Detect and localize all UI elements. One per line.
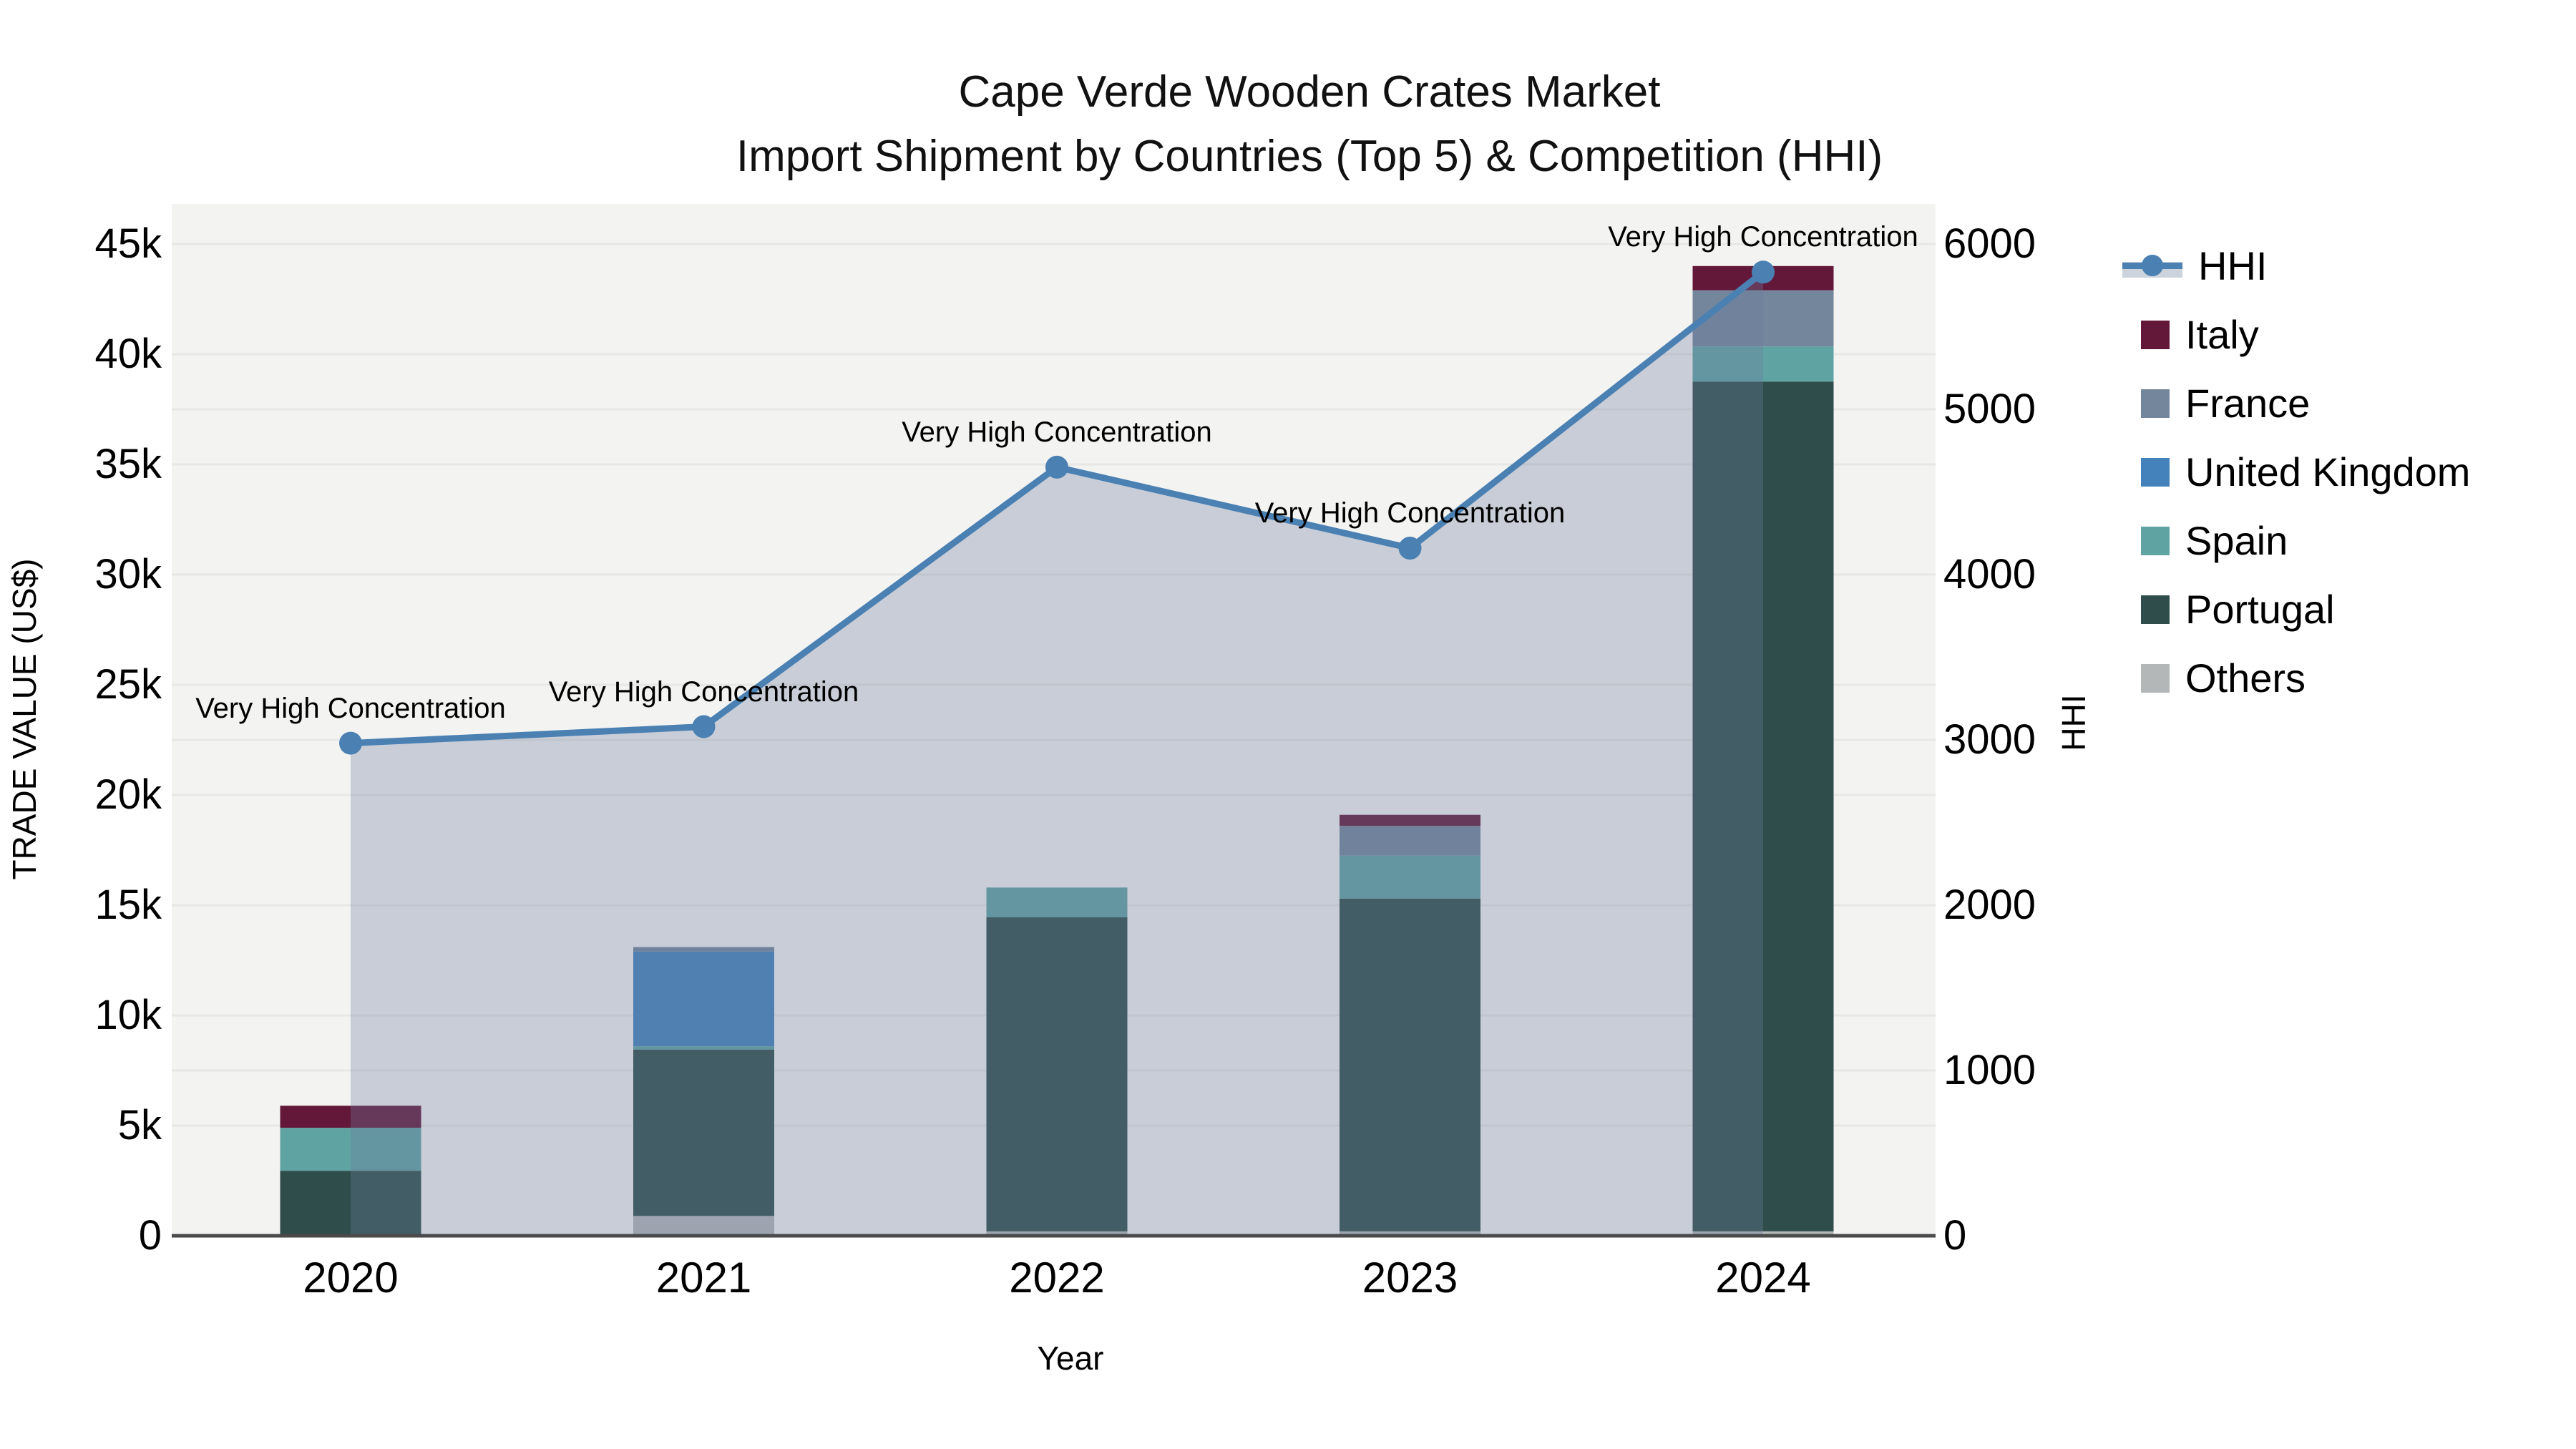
bar-segment-italy-2020[interactable] bbox=[280, 1106, 421, 1128]
bar-segment-portugal-2020[interactable] bbox=[280, 1171, 421, 1236]
y-left-tick-45k: 45k bbox=[94, 220, 162, 267]
bar-segment-france-2024[interactable] bbox=[1692, 290, 1834, 347]
annotation-2020: Very High Concentration bbox=[195, 692, 506, 724]
y-left-tick-0: 0 bbox=[138, 1212, 162, 1259]
y-right-tick-5000: 5000 bbox=[1943, 386, 2036, 432]
color-swatch-icon bbox=[2141, 527, 2170, 555]
color-swatch-icon bbox=[2141, 458, 2170, 487]
x-tick-2024: 2024 bbox=[1715, 1254, 1811, 1302]
y-right-tick-6000: 6000 bbox=[1943, 220, 2036, 267]
legend-label: HHI bbox=[2198, 243, 2268, 288]
annotation-2022: Very High Concentration bbox=[902, 416, 1212, 448]
legend-item-france[interactable]: France bbox=[2122, 369, 2470, 438]
hhi-marker-2024[interactable] bbox=[1752, 260, 1775, 284]
legend-label: France bbox=[2185, 381, 2311, 426]
color-swatch-icon bbox=[2141, 595, 2170, 624]
hhi-marker-2022[interactable] bbox=[1045, 455, 1068, 479]
y-right-tick-0: 0 bbox=[1943, 1212, 1967, 1259]
bar-segment-united-kingdom-2021[interactable] bbox=[633, 951, 774, 1047]
color-swatch-icon bbox=[2141, 664, 2170, 693]
x-tick-2023: 2023 bbox=[1362, 1254, 1458, 1302]
bar-segment-portugal-2024[interactable] bbox=[1692, 381, 1834, 1231]
legend-item-italy[interactable]: Italy bbox=[2122, 301, 2470, 369]
y-left-tick-20k: 20k bbox=[94, 771, 162, 818]
x-tick-2020: 2020 bbox=[303, 1254, 399, 1302]
y-right-tick-3000: 3000 bbox=[1943, 716, 2036, 763]
y-left-tick-35k: 35k bbox=[94, 441, 162, 487]
hhi-marker-2021[interactable] bbox=[692, 715, 716, 738]
legend-item-others[interactable]: Others bbox=[2122, 644, 2470, 713]
x-tick-2021: 2021 bbox=[655, 1254, 752, 1302]
color-swatch-icon bbox=[2141, 321, 2170, 349]
bar-segment-others-2022[interactable] bbox=[986, 1231, 1128, 1236]
bar-segment-spain-2023[interactable] bbox=[1340, 855, 1480, 899]
y-left-tick-30k: 30k bbox=[94, 551, 162, 597]
legend-label: United Kingdom bbox=[2185, 449, 2471, 494]
legend-label: Portugal bbox=[2185, 587, 2335, 632]
legend-item-spain[interactable]: Spain bbox=[2122, 507, 2470, 575]
legend: HHI Italy France United Kingdom Spain Portuga… bbox=[2122, 232, 2470, 713]
bar-segment-spain-2024[interactable] bbox=[1692, 346, 1834, 382]
legend-item-hhi[interactable]: HHI bbox=[2122, 232, 2470, 301]
y-right-axis-title: HHI bbox=[2055, 694, 2092, 751]
hhi-area-fill[interactable] bbox=[351, 272, 1763, 1236]
legend-label: Spain bbox=[2185, 518, 2288, 563]
y-left-tick-25k: 25k bbox=[94, 661, 162, 708]
chart-title-line1: Cape Verde Wooden Crates Market bbox=[958, 67, 1661, 117]
bar-segment-portugal-2021[interactable] bbox=[633, 1049, 774, 1216]
hhi-marker-2023[interactable] bbox=[1398, 537, 1422, 560]
bar-segment-portugal-2022[interactable] bbox=[986, 917, 1128, 1231]
bar-segment-france-2023[interactable] bbox=[1340, 826, 1480, 856]
chart-title-line2: Import Shipment by Countries (Top 5) & C… bbox=[736, 132, 1883, 181]
y-left-tick-15k: 15k bbox=[94, 882, 162, 928]
bar-segment-italy-2023[interactable] bbox=[1340, 814, 1480, 826]
annotation-2024: Very High Concentration bbox=[1608, 221, 1918, 253]
annotation-2021: Very High Concentration bbox=[548, 675, 859, 708]
bar-segment-others-2023[interactable] bbox=[1340, 1231, 1480, 1236]
bar-segment-france-2021[interactable] bbox=[633, 947, 774, 952]
bar-segment-spain-2020[interactable] bbox=[280, 1128, 421, 1171]
legend-label: Others bbox=[2185, 655, 2306, 701]
bar-segment-spain-2021[interactable] bbox=[633, 1046, 774, 1050]
y-right-tick-1000: 1000 bbox=[1943, 1047, 2036, 1093]
hhi-line-swatch-icon bbox=[2122, 250, 2182, 282]
y-left-axis-title: TRADE VALUE (US$) bbox=[6, 558, 43, 880]
y-left-tick-10k: 10k bbox=[94, 992, 162, 1038]
x-tick-2022: 2022 bbox=[1009, 1254, 1105, 1302]
y-left-tick-5k: 5k bbox=[117, 1102, 162, 1148]
legend-item-united-kingdom[interactable]: United Kingdom bbox=[2122, 438, 2470, 507]
y-left-tick-40k: 40k bbox=[94, 331, 162, 377]
y-right-tick-4000: 4000 bbox=[1943, 551, 2036, 597]
color-swatch-icon bbox=[2141, 389, 2170, 418]
annotation-2023: Very High Concentration bbox=[1254, 497, 1566, 530]
x-axis-title: Year bbox=[1037, 1340, 1104, 1377]
legend-item-portugal[interactable]: Portugal bbox=[2122, 575, 2470, 644]
legend-label: Italy bbox=[2185, 312, 2259, 357]
bar-segment-others-2021[interactable] bbox=[633, 1216, 774, 1236]
bar-segment-others-2024[interactable] bbox=[1692, 1231, 1834, 1236]
bar-segment-portugal-2023[interactable] bbox=[1340, 898, 1480, 1231]
y-right-tick-2000: 2000 bbox=[1943, 882, 2036, 928]
bar-segment-spain-2022[interactable] bbox=[986, 887, 1128, 917]
hhi-marker-2020[interactable] bbox=[339, 731, 362, 755]
